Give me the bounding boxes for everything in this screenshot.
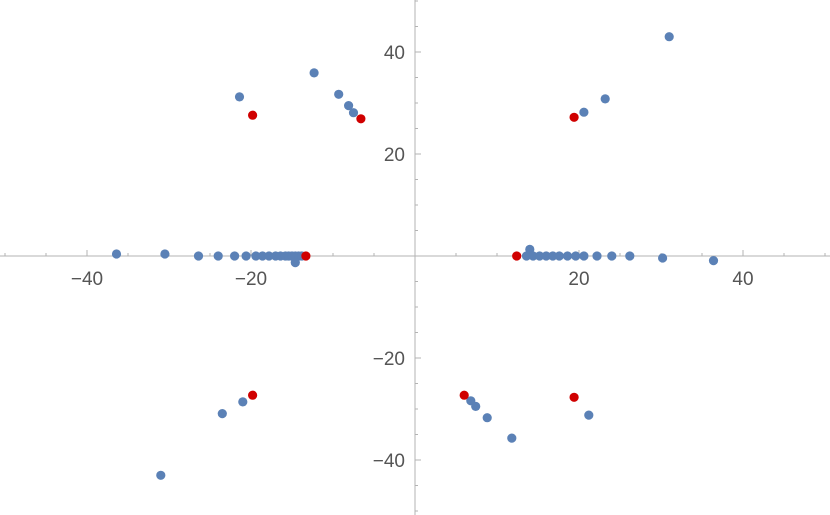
data-point-blue	[334, 89, 344, 99]
data-point-blue	[579, 107, 589, 117]
data-point-blue	[592, 251, 602, 261]
data-points	[111, 32, 719, 480]
data-point-red	[569, 392, 579, 402]
data-point-blue	[584, 410, 594, 420]
data-point-blue	[241, 251, 251, 261]
y-tick-label: −20	[373, 349, 405, 370]
data-point-blue	[156, 470, 166, 480]
data-point-blue	[571, 251, 581, 261]
data-point-blue	[562, 251, 573, 261]
ticks: −40 −20 20 40 40 20 −20 −40	[4, 0, 826, 512]
data-point-blue	[238, 397, 248, 407]
data-point-red	[459, 390, 469, 400]
data-point-blue	[344, 101, 354, 111]
data-point-blue	[507, 433, 517, 443]
data-point-blue	[535, 251, 545, 261]
data-point-blue	[708, 256, 719, 266]
data-point-blue	[348, 108, 359, 118]
x-tick-label: 20	[568, 269, 589, 290]
data-point-blue	[234, 92, 245, 102]
data-point-red	[301, 251, 311, 261]
data-point-blue	[111, 249, 122, 259]
data-point-blue	[528, 251, 538, 261]
data-point-blue	[541, 251, 551, 261]
y-tick-label: 20	[384, 145, 405, 166]
data-point-blue	[664, 32, 674, 42]
y-tick-label: 40	[384, 43, 405, 64]
data-point-blue	[548, 251, 558, 261]
data-point-blue	[257, 251, 268, 261]
data-point-blue	[264, 251, 274, 261]
data-point-blue	[471, 401, 481, 411]
y-tick-label: −40	[373, 451, 405, 472]
data-point-blue	[625, 251, 635, 261]
data-point-blue	[230, 251, 240, 261]
data-point-blue	[482, 413, 492, 423]
x-tick-label: −40	[71, 269, 103, 290]
data-point-blue	[290, 258, 300, 268]
data-point-blue	[160, 249, 170, 259]
data-point-blue	[554, 251, 564, 261]
data-point-blue	[658, 253, 668, 263]
data-point-blue	[309, 68, 319, 78]
data-point-blue	[607, 251, 617, 261]
data-point-red	[248, 110, 258, 120]
data-point-red	[356, 114, 366, 124]
data-point-blue	[521, 251, 532, 261]
data-point-red	[512, 251, 522, 261]
x-tick-label: 40	[732, 269, 753, 290]
data-point-blue	[600, 94, 610, 104]
data-point-blue	[251, 251, 261, 261]
data-point-blue	[217, 409, 227, 419]
data-point-blue	[579, 251, 589, 261]
x-tick-label: −20	[235, 269, 267, 290]
data-point-red	[569, 112, 579, 122]
data-point-blue	[213, 251, 223, 261]
data-point-red	[248, 390, 258, 400]
data-point-blue	[193, 251, 204, 261]
